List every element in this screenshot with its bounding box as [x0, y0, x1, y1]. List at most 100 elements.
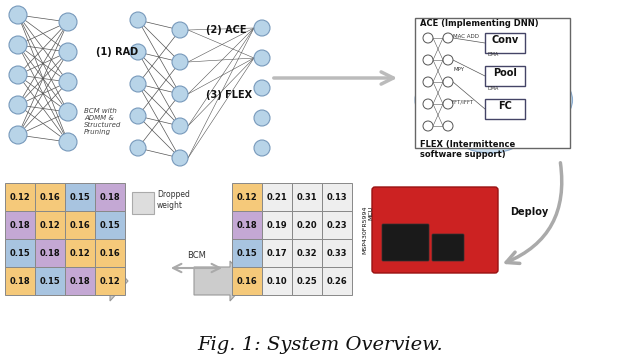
Text: 0.32: 0.32: [297, 248, 317, 257]
Text: (3) FLEX: (3) FLEX: [206, 90, 252, 100]
Bar: [322, 183, 352, 211]
Circle shape: [172, 86, 188, 102]
Circle shape: [443, 99, 453, 109]
Text: 0.12: 0.12: [40, 220, 60, 229]
Bar: [132, 192, 154, 214]
Circle shape: [59, 103, 77, 121]
Ellipse shape: [450, 103, 530, 153]
Text: 0.16: 0.16: [40, 192, 60, 201]
Text: 0.18: 0.18: [237, 220, 257, 229]
FancyBboxPatch shape: [485, 33, 525, 53]
Text: 0.25: 0.25: [296, 276, 317, 285]
Bar: [5, 211, 35, 239]
Bar: [65, 211, 95, 239]
Text: 0.20: 0.20: [297, 220, 317, 229]
FancyArrowPatch shape: [274, 72, 394, 84]
FancyBboxPatch shape: [415, 18, 570, 148]
Circle shape: [443, 33, 453, 43]
Circle shape: [59, 133, 77, 151]
Bar: [262, 183, 292, 211]
Bar: [232, 239, 262, 267]
Text: 0.15: 0.15: [237, 248, 257, 257]
Circle shape: [130, 12, 146, 28]
Bar: [322, 239, 352, 267]
Text: 0.12: 0.12: [237, 192, 257, 201]
Text: (1) RAD: (1) RAD: [96, 47, 138, 57]
Bar: [65, 267, 95, 295]
Circle shape: [172, 54, 188, 70]
Text: 0.15: 0.15: [10, 248, 30, 257]
Bar: [95, 183, 125, 211]
Bar: [232, 267, 262, 295]
Circle shape: [59, 73, 77, 91]
Text: 0.16: 0.16: [237, 276, 257, 285]
FancyArrowPatch shape: [173, 264, 220, 272]
Circle shape: [9, 126, 27, 144]
Text: (2) ACE: (2) ACE: [206, 25, 246, 35]
Bar: [232, 211, 262, 239]
Text: ACE (Implementing DNN): ACE (Implementing DNN): [420, 19, 539, 28]
Text: MPY: MPY: [453, 67, 464, 72]
Ellipse shape: [426, 91, 494, 139]
Circle shape: [9, 6, 27, 24]
Circle shape: [254, 110, 270, 126]
Text: 0.18: 0.18: [100, 192, 120, 201]
FancyArrowPatch shape: [506, 163, 562, 264]
Bar: [95, 267, 125, 295]
Text: 0.10: 0.10: [267, 276, 287, 285]
Text: MAC ADD: MAC ADD: [453, 34, 479, 39]
Text: 0.31: 0.31: [297, 192, 317, 201]
Bar: [322, 211, 352, 239]
Bar: [232, 183, 262, 211]
Circle shape: [172, 150, 188, 166]
Bar: [5, 267, 35, 295]
Circle shape: [443, 77, 453, 87]
Circle shape: [423, 55, 433, 65]
Ellipse shape: [496, 52, 564, 107]
Circle shape: [423, 121, 433, 131]
Text: DMA: DMA: [488, 52, 499, 57]
FancyBboxPatch shape: [382, 224, 429, 261]
Circle shape: [254, 80, 270, 96]
Text: 0.12: 0.12: [10, 192, 30, 201]
Text: Conv: Conv: [492, 35, 518, 45]
FancyBboxPatch shape: [485, 66, 525, 86]
Text: 0.18: 0.18: [10, 276, 30, 285]
Bar: [262, 211, 292, 239]
Text: 0.12: 0.12: [70, 248, 90, 257]
Text: 0.13: 0.13: [326, 192, 348, 201]
Ellipse shape: [460, 36, 540, 94]
Text: 0.23: 0.23: [326, 220, 348, 229]
Text: 0.15: 0.15: [40, 276, 60, 285]
Text: 0.15: 0.15: [100, 220, 120, 229]
Bar: [292, 239, 322, 267]
Text: Deploy: Deploy: [510, 207, 548, 217]
FancyBboxPatch shape: [432, 234, 464, 261]
Text: BCM with
ADMM &
Structured
Pruning: BCM with ADMM & Structured Pruning: [84, 108, 122, 135]
Circle shape: [423, 99, 433, 109]
Ellipse shape: [417, 42, 493, 107]
Text: FLEX (Intermittence
software support): FLEX (Intermittence software support): [420, 140, 515, 159]
Bar: [35, 211, 65, 239]
Text: 0.18: 0.18: [70, 276, 90, 285]
Bar: [95, 239, 125, 267]
Bar: [322, 267, 352, 295]
Circle shape: [130, 44, 146, 60]
Text: 0.18: 0.18: [40, 248, 60, 257]
Ellipse shape: [415, 75, 475, 125]
Text: 0.19: 0.19: [267, 220, 287, 229]
Bar: [262, 239, 292, 267]
Bar: [65, 239, 95, 267]
Text: DMA: DMA: [488, 86, 499, 91]
Bar: [95, 211, 125, 239]
Bar: [292, 211, 322, 239]
Circle shape: [254, 50, 270, 66]
Circle shape: [423, 77, 433, 87]
Circle shape: [172, 118, 188, 134]
Circle shape: [254, 20, 270, 36]
Circle shape: [254, 140, 270, 156]
Text: Dropped
weight: Dropped weight: [157, 190, 190, 210]
FancyBboxPatch shape: [485, 99, 525, 119]
FancyBboxPatch shape: [372, 187, 498, 273]
Text: 0.26: 0.26: [326, 276, 348, 285]
